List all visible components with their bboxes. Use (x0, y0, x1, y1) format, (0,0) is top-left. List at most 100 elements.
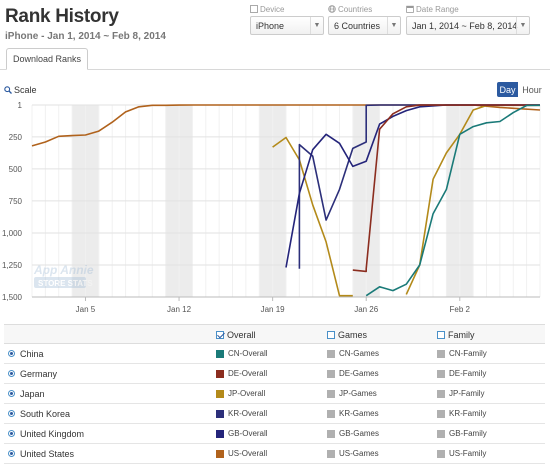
legend-games-toggle[interactable]: US-Games (327, 449, 379, 458)
series-label: KR-Family (449, 409, 487, 418)
x-tick-label: Feb 2 (450, 305, 471, 314)
svg-text:App Annie: App Annie (33, 263, 94, 277)
series-label: GB-Family (449, 429, 487, 438)
page-subtitle: iPhone - Jan 1, 2014 ~ Feb 8, 2014 (5, 31, 166, 42)
x-axis: Jan 5 Jan 12 Jan 19 Jan 26 Feb 2 (32, 296, 540, 314)
series-swatch (327, 429, 335, 438)
legend-family-toggle[interactable]: JP-Family (437, 389, 485, 398)
legend-overall-toggle[interactable]: CN-Overall (216, 349, 268, 358)
y-tick-label: 1 (18, 101, 23, 110)
series-label: GB-Overall (228, 429, 268, 438)
series-swatch (216, 369, 224, 378)
device-control: Device iPhone ▼ (250, 4, 324, 35)
series-swatch (216, 389, 224, 398)
series-line (352, 104, 541, 273)
country-radio[interactable] (8, 370, 15, 377)
countries-control: Countries 6 Countries ▼ (328, 4, 401, 35)
series-line (272, 136, 353, 297)
country-radio[interactable] (8, 390, 15, 397)
legend-games-toggle[interactable]: GB-Games (327, 429, 379, 438)
legend-overall-toggle[interactable]: DE-Overall (216, 369, 267, 378)
legend-header-games[interactable]: Games (327, 330, 367, 340)
countries-label: Countries (338, 4, 373, 14)
calendar-icon (406, 5, 414, 13)
y-tick-label: 1,500 (2, 293, 23, 302)
x-tick-label: Jan 12 (167, 305, 192, 314)
date-range-value: Jan 1, 2014 ~ Feb 8, 2014 (412, 20, 518, 31)
series-line (285, 104, 540, 268)
legend-games-toggle[interactable]: DE-Games (327, 369, 379, 378)
y-tick-label: 1,250 (2, 261, 23, 270)
series-label: JP-Overall (228, 389, 266, 398)
legend-overall-toggle[interactable]: KR-Overall (216, 409, 267, 418)
series-label: CN-Family (449, 349, 487, 358)
legend-row[interactable]: United Kingdom GB-Overall GB-Games GB-Famil… (4, 424, 545, 444)
y-axis: 1 250 500 750 1,000 1,250 1,500 (2, 101, 23, 302)
legend-overall-toggle[interactable]: US-Overall (216, 449, 267, 458)
legend-games-toggle[interactable]: KR-Games (327, 409, 379, 418)
x-tick-label: Jan 26 (354, 305, 379, 314)
legend-family-toggle[interactable]: KR-Family (437, 409, 486, 418)
granularity-day-button[interactable]: Day (497, 82, 518, 97)
granularity-hour-button[interactable]: Hour (522, 84, 542, 95)
legend-family-toggle[interactable]: GB-Family (437, 429, 487, 438)
series-swatch (437, 409, 445, 418)
legend-row[interactable]: United States US-Overall US-Games US-Family (4, 444, 545, 464)
legend-family-toggle[interactable]: DE-Family (437, 369, 486, 378)
legend-overall-toggle[interactable]: GB-Overall (216, 429, 268, 438)
overall-checkbox[interactable] (216, 331, 224, 339)
country-radio[interactable] (8, 350, 15, 357)
series-label: US-Family (449, 449, 487, 458)
games-checkbox[interactable] (327, 331, 335, 339)
series-label: US-Games (339, 449, 379, 458)
checkbox-icon (250, 5, 258, 13)
country-radio[interactable] (8, 450, 15, 457)
country-name: United Kingdom (20, 429, 85, 439)
date-range-label: Date Range (416, 4, 459, 14)
legend-row[interactable]: China CN-Overall CN-Games CN-Family (4, 344, 545, 364)
series-swatch (216, 409, 224, 418)
date-range-select[interactable]: Jan 1, 2014 ~ Feb 8, 2014 ▼ (406, 16, 530, 35)
globe-icon (328, 5, 336, 13)
country-radio[interactable] (8, 430, 15, 437)
legend-row[interactable]: Japan JP-Overall JP-Games JP-Family (4, 384, 545, 404)
scale-control[interactable]: Scale (4, 85, 37, 95)
legend-family-toggle[interactable]: US-Family (437, 449, 486, 458)
family-checkbox[interactable] (437, 331, 445, 339)
country-name: Germany (20, 369, 58, 379)
chevron-down-icon: ▼ (310, 17, 323, 34)
tab-bar-divider (0, 69, 550, 70)
countries-value: 6 Countries (334, 20, 381, 31)
series-label: DE-Games (339, 369, 379, 378)
legend-row[interactable]: South Korea KR-Overall KR-Games KR-Family (4, 404, 545, 424)
series-legend: Overall Games Family China CN-Overall CN-G… (4, 324, 545, 464)
series-swatch (327, 369, 335, 378)
device-select[interactable]: iPhone ▼ (250, 16, 324, 35)
series-label: CN-Overall (228, 349, 268, 358)
series-swatch (327, 409, 335, 418)
legend-row[interactable]: Germany DE-Overall DE-Games DE-Family (4, 364, 545, 384)
page-title: Rank History (5, 6, 119, 27)
legend-games-toggle[interactable]: JP-Games (327, 389, 377, 398)
series-label: DE-Family (449, 369, 487, 378)
series-label: KR-Games (339, 409, 379, 418)
tab-download-ranks[interactable]: Download Ranks (6, 48, 88, 70)
country-radio[interactable] (8, 410, 15, 417)
legend-family-toggle[interactable]: CN-Family (437, 349, 487, 358)
chevron-down-icon: ▼ (516, 17, 529, 34)
country-name: Japan (20, 389, 45, 399)
zoom-icon (4, 86, 12, 94)
series-label: KR-Overall (228, 409, 268, 418)
series-swatch (216, 349, 224, 358)
legend-games-toggle[interactable]: CN-Games (327, 349, 379, 358)
countries-select[interactable]: 6 Countries ▼ (328, 16, 401, 35)
legend-header-overall[interactable]: Overall (216, 330, 256, 340)
series-label: CN-Games (339, 349, 380, 358)
legend-header-family[interactable]: Family (437, 330, 475, 340)
legend-overall-toggle[interactable]: JP-Overall (216, 389, 265, 398)
y-tick-label: 250 (9, 133, 23, 142)
series-swatch (437, 429, 445, 438)
scale-label: Scale (14, 85, 37, 95)
series-swatch (327, 449, 335, 458)
series-swatch (437, 349, 445, 358)
